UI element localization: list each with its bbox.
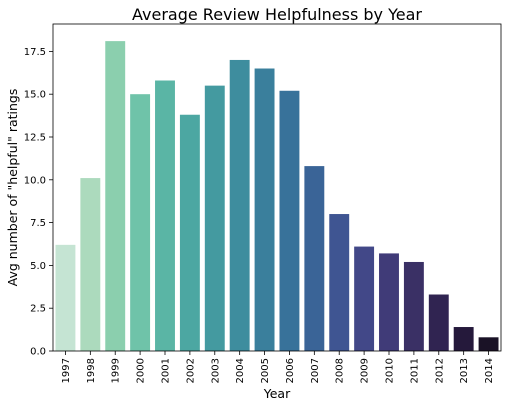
x-tick-label-2003: 2003 (210, 358, 221, 383)
x-tick-label-2011: 2011 (409, 358, 420, 383)
bar-2006 (279, 90, 300, 352)
y-tick-label: 0.0 (30, 347, 46, 358)
x-tick-label-1997: 1997 (61, 358, 72, 383)
x-tick-label-2005: 2005 (260, 358, 271, 383)
x-tick-label-2008: 2008 (335, 358, 346, 383)
plot-frame (52, 23, 502, 352)
x-tick-label-2009: 2009 (360, 358, 371, 383)
y-tick-label: 12.5 (24, 132, 46, 143)
bar-2007 (304, 166, 325, 351)
x-tick-label-2006: 2006 (285, 358, 296, 383)
chart-title: Average Review Helpfulness by Year (132, 5, 422, 24)
y-tick-label: 17.5 (24, 47, 46, 58)
bar-2010 (379, 253, 399, 351)
x-axis: 1997 1998 1999 2000 2001 2002 2003 2004 2005 2006… (61, 351, 495, 383)
bar-1999 (105, 41, 126, 352)
bar-2008 (329, 214, 350, 351)
bar-2014 (478, 337, 499, 351)
x-tick-label-2004: 2004 (235, 358, 246, 383)
y-axis: 0.0 2.5 5.0 7.5 10.0 12.5 15.0 17.5 (24, 47, 53, 358)
bar-2004 (229, 59, 250, 351)
bar-2003 (204, 85, 225, 351)
x-tick-label-2012: 2012 (434, 358, 445, 383)
y-tick-label: 7.5 (30, 218, 46, 229)
x-axis-title: Year (263, 386, 291, 401)
bar-2009 (354, 246, 375, 351)
bar-2000 (130, 94, 151, 351)
y-tick-label: 10.0 (24, 175, 46, 186)
y-axis-title: Avg number of "helpful" ratings (5, 89, 20, 287)
bar-2002 (179, 114, 200, 352)
bar-2011 (403, 261, 424, 351)
bar-2005 (254, 68, 275, 351)
x-tick-label-2013: 2013 (459, 358, 470, 383)
bar-2013 (453, 327, 474, 351)
y-tick-label: 2.5 (30, 304, 46, 315)
bar-2001 (155, 80, 175, 351)
x-tick-label-2010: 2010 (385, 358, 396, 383)
bar-2012 (428, 294, 449, 351)
y-tick-label: 5.0 (30, 261, 46, 272)
bar-1997 (55, 244, 76, 351)
x-tick-label-2002: 2002 (185, 358, 196, 383)
x-tick-label-2000: 2000 (136, 358, 147, 383)
x-tick-label-2001: 2001 (161, 358, 172, 383)
x-tick-label-1998: 1998 (86, 358, 97, 383)
bars-group (55, 41, 499, 352)
x-tick-label-1999: 1999 (111, 358, 122, 383)
x-tick-label-2014: 2014 (484, 358, 495, 383)
y-tick-label: 15.0 (24, 90, 46, 101)
bar-1998 (80, 178, 101, 351)
x-tick-label-2007: 2007 (310, 358, 321, 383)
